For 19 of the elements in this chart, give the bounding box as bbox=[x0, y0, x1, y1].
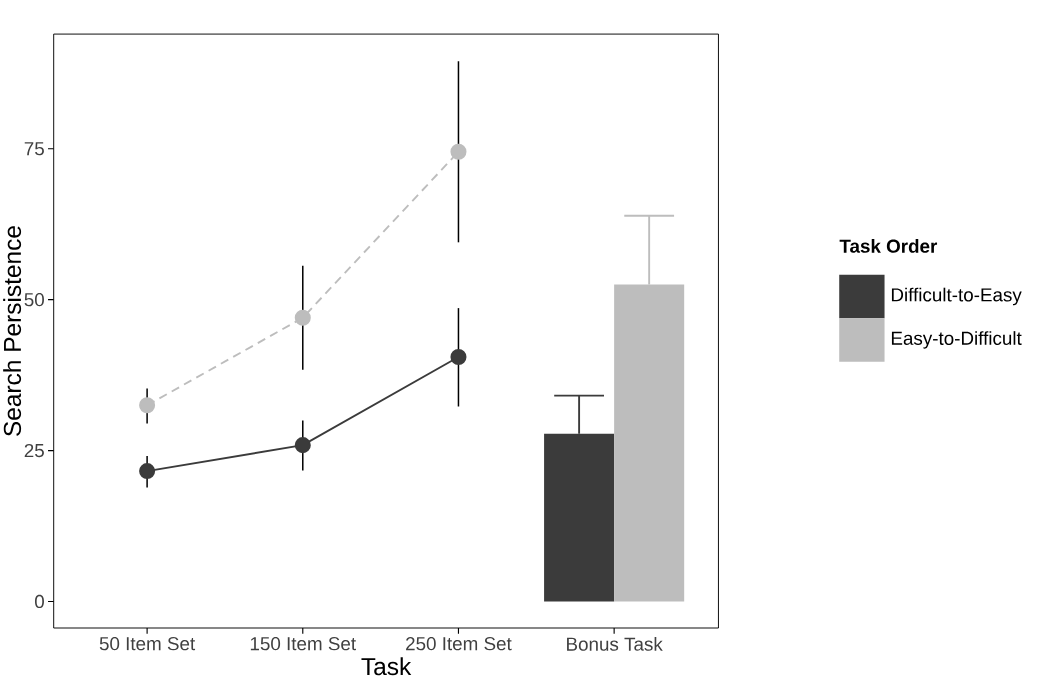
legend-label: Easy-to-Difficult bbox=[891, 330, 1022, 349]
y-axis-title: Search Persistence bbox=[3, 225, 22, 436]
point bbox=[450, 143, 467, 160]
point bbox=[139, 462, 156, 479]
x-axis-title: Task bbox=[361, 657, 412, 676]
y-tick-label: 0 bbox=[34, 594, 44, 608]
legend-title: Task Order bbox=[839, 238, 938, 253]
point bbox=[139, 397, 156, 414]
y-tick-label: 50 bbox=[24, 292, 44, 307]
x-tick-label: 50 Item Set bbox=[99, 636, 196, 651]
point bbox=[450, 348, 467, 365]
point bbox=[294, 309, 311, 326]
x-tick-label: 250 Item Set bbox=[406, 636, 512, 651]
x-tick-label: Bonus Task bbox=[567, 636, 663, 651]
point bbox=[294, 436, 311, 453]
x-tick-label: 150 Item Set bbox=[250, 636, 356, 651]
legend-label: Difficult-to-Easy bbox=[891, 287, 1022, 306]
y-tick-label: 75 bbox=[24, 142, 44, 156]
y-tick-label: 25 bbox=[24, 443, 44, 458]
